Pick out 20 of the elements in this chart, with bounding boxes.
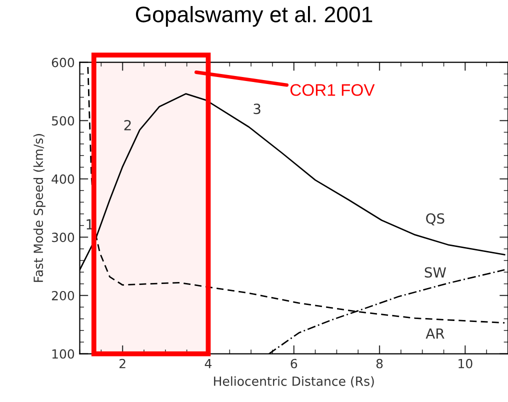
y-tick-label: 600 xyxy=(52,58,74,68)
annotation: 2 xyxy=(124,120,131,130)
y-tick-label: 500 xyxy=(52,116,74,126)
series-label: QS xyxy=(426,213,444,226)
x-tick-label: 6 xyxy=(290,358,298,368)
x-tick-label: 4 xyxy=(204,359,212,368)
x-axis-title: Heliocentric Distance (Rs) xyxy=(214,376,374,388)
chart-title: Gopalswamy et al. 2001 xyxy=(136,6,372,27)
y-tick-label: 200 xyxy=(52,290,74,300)
series-label: SW xyxy=(424,267,446,278)
annotation: COR1 FOV xyxy=(290,84,375,96)
x-tick-label: 10 xyxy=(458,358,472,368)
y-tick-label: 300 xyxy=(52,232,74,242)
series-label: AR xyxy=(426,328,444,339)
y-tick-label: 400 xyxy=(52,174,74,184)
x-tick-label: 8 xyxy=(376,358,383,368)
y-axis-title: Fast Mode Speed (km/s) xyxy=(33,134,46,282)
y-tick-label: 100 xyxy=(52,349,74,359)
x-tick-label: 2 xyxy=(120,358,126,368)
annotation: 3 xyxy=(254,104,260,114)
